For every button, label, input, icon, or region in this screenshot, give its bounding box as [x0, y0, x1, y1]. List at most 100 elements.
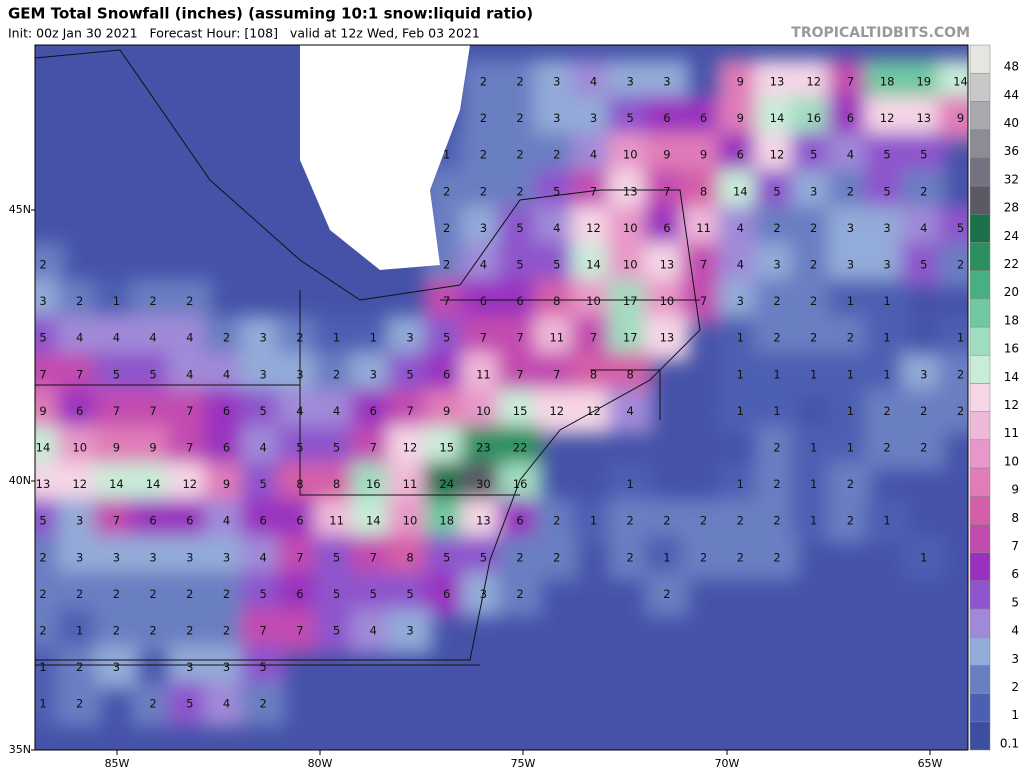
snow-value: 15: [439, 441, 454, 455]
snow-value: 5: [920, 258, 927, 272]
snow-value: 12: [403, 441, 418, 455]
snow-value: 9: [737, 111, 744, 125]
snow-value: 5: [149, 367, 156, 381]
snow-value: 1: [39, 660, 46, 674]
snow-value: 7: [296, 550, 303, 564]
snow-value: 7: [516, 367, 523, 381]
snow-value: 9: [700, 148, 707, 162]
border-lines: [35, 49, 701, 661]
snow-value: 6: [516, 514, 523, 528]
lat-label: 45N: [9, 203, 31, 216]
colorbar-label: 14: [1004, 370, 1019, 384]
snow-cell: [607, 389, 653, 434]
snow-value: 5: [553, 258, 560, 272]
snow-value: 1: [773, 404, 780, 418]
snow-value: 1: [737, 367, 744, 381]
snow-value: 3: [296, 367, 303, 381]
snow-value: 10: [623, 148, 638, 162]
snow-value: 2: [443, 184, 450, 198]
snow-value: 14: [146, 477, 161, 491]
snow-value: 8: [700, 184, 707, 198]
snow-value: 6: [370, 404, 377, 418]
snow-value: 2: [516, 75, 523, 89]
colorbar-swatch: [969, 157, 991, 187]
lon-label: 85W: [105, 757, 130, 770]
snow-value: 3: [847, 258, 854, 272]
field: [35, 59, 968, 727]
snow-value: 14: [36, 441, 51, 455]
snow-value: 7: [590, 331, 597, 345]
snow-value: 30: [476, 477, 491, 491]
snow-value: 12: [586, 221, 601, 235]
snow-value: 7: [590, 184, 597, 198]
colorbar-label: 20: [1004, 285, 1019, 299]
snow-value: 2: [920, 184, 927, 198]
snow-value: 5: [957, 221, 964, 235]
snow-value: 10: [586, 294, 601, 308]
snow-value: 1: [847, 404, 854, 418]
snow-value: 3: [113, 550, 120, 564]
snow-value: 2: [553, 148, 560, 162]
colorbar-label: 40: [1004, 116, 1019, 130]
colorbar-label: 3: [1011, 652, 1019, 666]
snow-value: 11: [403, 477, 418, 491]
snow-cell: [901, 425, 947, 471]
snow-value: 7: [113, 514, 120, 528]
colorbar-label: 6: [1011, 567, 1019, 581]
snow-value: 4: [627, 404, 634, 418]
snow-value: 5: [516, 221, 523, 235]
snow-value: 7: [186, 441, 193, 455]
colorbar-label: 44: [1004, 88, 1019, 102]
snow-value: 5: [773, 184, 780, 198]
snow-value: 2: [76, 587, 83, 601]
snow-value: 4: [590, 75, 597, 89]
snow-value: 1: [737, 404, 744, 418]
snow-value: 6: [480, 294, 487, 308]
snow-value: 5: [296, 441, 303, 455]
snow-value: 6: [260, 514, 267, 528]
snow-value: 1: [333, 331, 340, 345]
snow-value: 2: [76, 697, 83, 711]
colorbar-swatch: [969, 270, 991, 300]
snow-value: 11: [696, 221, 711, 235]
snow-value: 3: [370, 367, 377, 381]
snow-value: 5: [260, 404, 267, 418]
lon-label: 80W: [308, 757, 333, 770]
snow-value: 5: [39, 331, 46, 345]
snow-value: 2: [39, 550, 46, 564]
snow-value: 2: [296, 331, 303, 345]
snow-cell: [57, 681, 103, 727]
snow-value: 1: [113, 294, 120, 308]
snow-value: 2: [810, 331, 817, 345]
snow-value: 2: [149, 624, 156, 638]
snow-value: 2: [480, 184, 487, 198]
values: 2 2 3 4 3 3 9 13 12 7 18 19 142 2 3 3 5 6 6 9 14 16 6 12 13 91 2 2 2…: [36, 75, 968, 711]
snow-value: 1: [920, 550, 927, 564]
snow-value: 1: [847, 367, 854, 381]
colorbar-label: 11: [1004, 426, 1019, 440]
snow-value: 3: [76, 514, 83, 528]
snow-value: 3: [553, 111, 560, 125]
snow-value: 4: [370, 624, 377, 638]
snow-value: 12: [182, 477, 197, 491]
snow-value: 6: [847, 111, 854, 125]
snow-cell: [497, 572, 543, 617]
snow-value: 8: [553, 294, 560, 308]
snow-value: 8: [590, 367, 597, 381]
snow-value: 9: [39, 404, 46, 418]
snow-value: 2: [627, 514, 634, 528]
colorbar-label: 22: [1004, 257, 1019, 271]
land-features: [35, 45, 701, 666]
snow-value: 2: [149, 587, 156, 601]
snow-value: 12: [72, 477, 87, 491]
lon-label: 65W: [918, 757, 943, 770]
snow-value: 6: [443, 587, 450, 601]
snow-value: 7: [39, 367, 46, 381]
snow-value: 14: [109, 477, 124, 491]
snow-value: 4: [223, 367, 230, 381]
snow-value: 3: [186, 550, 193, 564]
snow-value: 2: [920, 441, 927, 455]
snow-value: 10: [72, 441, 87, 455]
snow-value: 1: [737, 477, 744, 491]
snow-value: 2: [76, 660, 83, 674]
